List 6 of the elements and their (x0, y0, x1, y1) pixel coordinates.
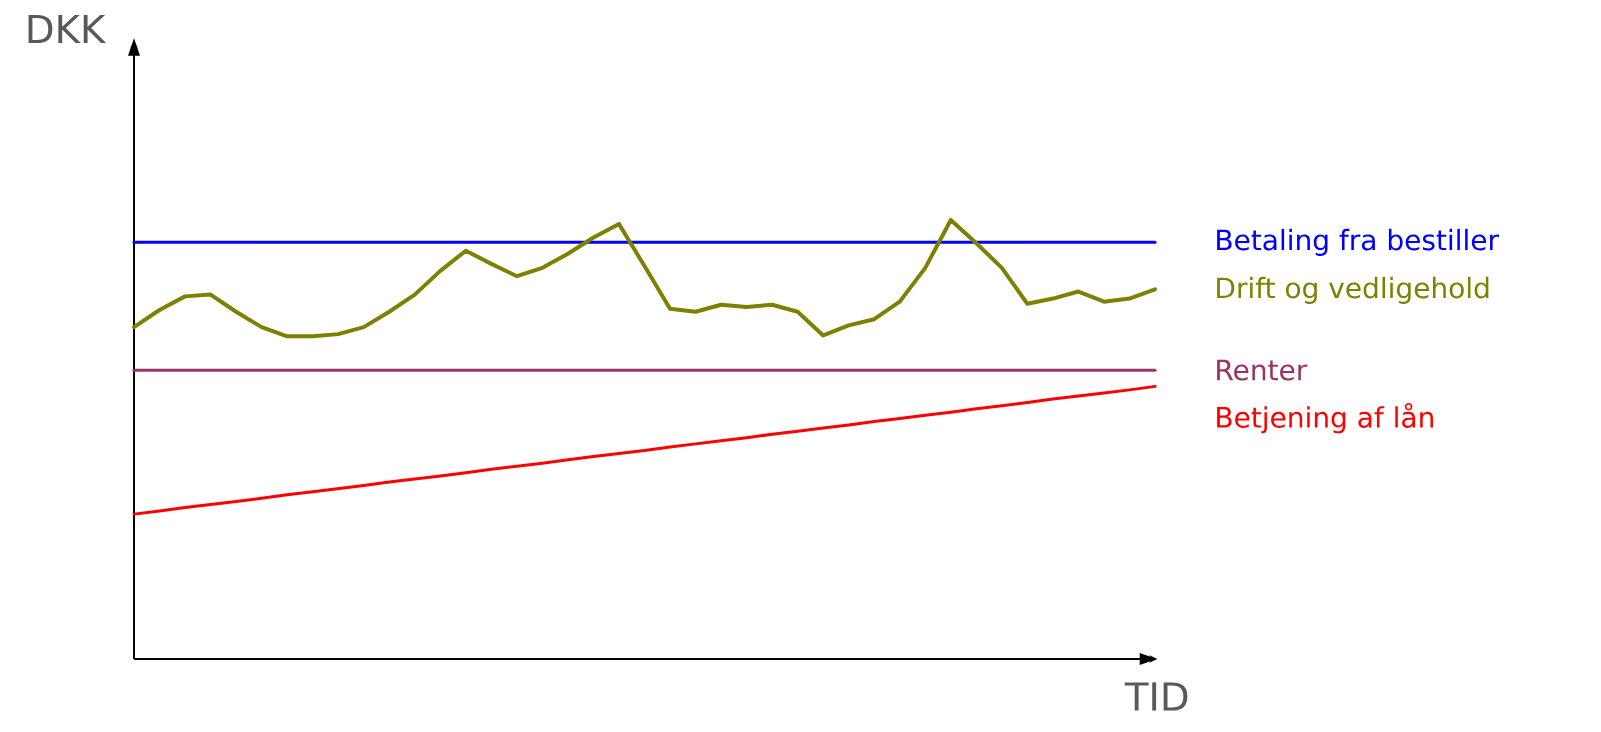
y-axis-title: DKK (28, 14, 107, 44)
x-axis-title: TID (1124, 682, 1188, 711)
text: Drift og vedligehold (1217, 276, 1489, 304)
text: Renter (1217, 359, 1308, 381)
text: Betaling fra bestiller (1217, 228, 1500, 256)
text: Betjening af lån (1217, 402, 1433, 434)
